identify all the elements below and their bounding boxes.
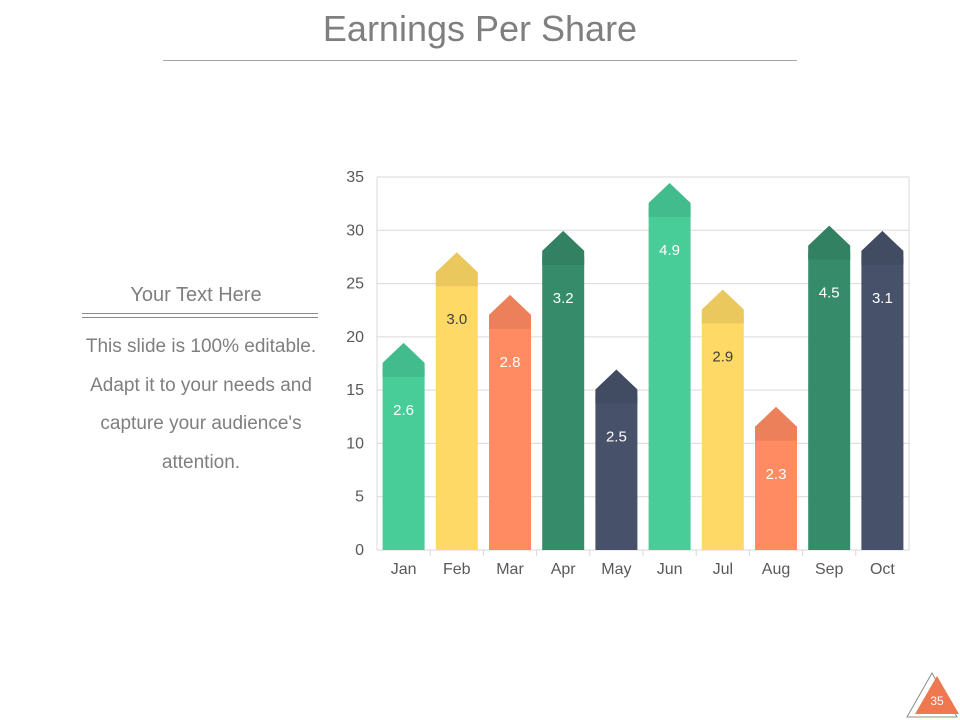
slide-title: Earnings Per Share (322, 8, 638, 49)
x-tick-label: Jan (391, 561, 417, 578)
y-tick-label: 5 (355, 489, 364, 506)
bar-cap (489, 294, 531, 329)
x-tick-label: Oct (870, 561, 895, 578)
data-label: 4.5 (819, 285, 840, 302)
page-number: 35 (930, 694, 944, 708)
x-tick-label: Apr (551, 561, 577, 578)
bar-cap (542, 230, 585, 265)
bar (382, 368, 425, 550)
data-label: 3.0 (446, 311, 467, 328)
y-tick-label: 0 (355, 542, 364, 559)
bar-cap (701, 289, 744, 324)
bar (701, 315, 744, 550)
bar-cap (648, 182, 691, 217)
bar-cap (382, 342, 425, 377)
y-tick-label: 35 (346, 169, 364, 186)
bar-cap (595, 369, 638, 404)
bar (542, 256, 585, 550)
x-tick-label: Feb (443, 561, 471, 578)
y-tick-label: 10 (346, 435, 364, 452)
eps-bar-chart: 0 5 10 15 20 25 30 35 2.6 Jan 3.0 Feb 2.8 Mar 3.2 Apr 2.… (346, 169, 910, 578)
data-label: 4.9 (659, 242, 680, 259)
bar (648, 208, 691, 550)
y-tick-label: 30 (346, 222, 364, 239)
x-tick-label: Jul (713, 561, 733, 578)
data-label: 2.3 (766, 466, 787, 483)
bar (861, 256, 904, 550)
bar (435, 278, 478, 550)
side-divider (82, 313, 318, 318)
bar (808, 251, 851, 550)
data-label: 3.2 (553, 290, 574, 307)
page-number-badge: 35 (906, 671, 959, 718)
bar-cap (435, 252, 478, 287)
bar (595, 395, 638, 550)
bar (489, 320, 531, 550)
side-heading: Your Text Here (130, 284, 262, 306)
bar (755, 432, 797, 550)
bar-cap (861, 230, 904, 265)
chart-bars (382, 182, 904, 550)
data-label: 2.9 (712, 349, 733, 366)
data-label: 2.8 (500, 354, 521, 371)
chart-labels: 0 5 10 15 20 25 30 35 2.6 Jan 3.0 Feb 2.8 Mar 3.2 Apr 2.… (346, 169, 895, 578)
x-tick-label: Sep (815, 561, 844, 578)
y-tick-label: 15 (346, 382, 364, 399)
bar-cap (808, 225, 851, 260)
data-label: 3.1 (872, 290, 893, 307)
x-tick-label: Jun (657, 561, 683, 578)
title-divider (163, 60, 797, 61)
y-tick-label: 25 (346, 276, 364, 293)
y-tick-label: 20 (346, 329, 364, 346)
data-label: 2.5 (606, 428, 627, 445)
bar-cap (755, 406, 797, 441)
badge-triangle (915, 676, 959, 714)
x-tick-label: Aug (762, 561, 790, 578)
data-label: 2.6 (393, 402, 414, 419)
x-tick-label: May (601, 561, 631, 578)
x-tick-label: Mar (496, 561, 524, 578)
side-body-text: This slide is 100% editable. Adapt it to… (85, 336, 317, 473)
